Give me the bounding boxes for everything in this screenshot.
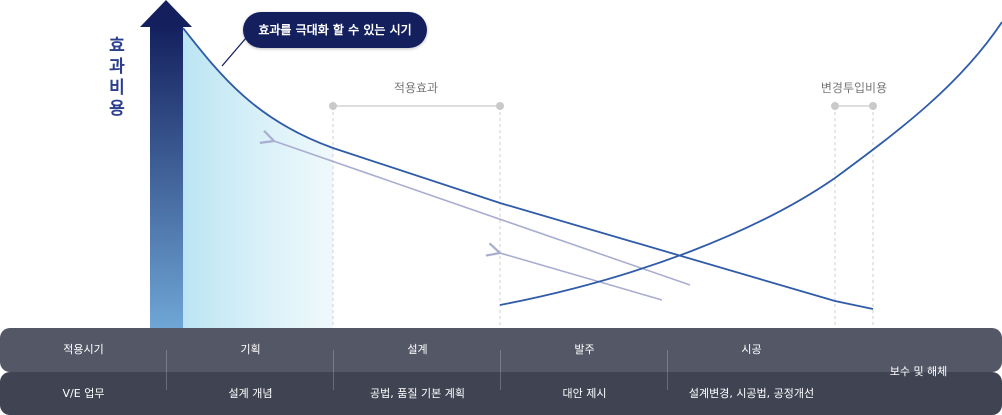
task-cell: 설계 개념 <box>228 387 273 400</box>
row2-header: V/E 업무 <box>62 387 105 400</box>
phase-cell: 시공 <box>741 343 762 356</box>
effect-arrow-head <box>140 0 192 27</box>
table-row-timing: 적용시기 기획 설계 발주 시공 <box>0 328 1002 372</box>
phase-cell: 발주 <box>574 343 595 356</box>
table-divider <box>333 350 334 390</box>
guide-arrow-long <box>274 141 691 286</box>
table-divider <box>667 350 668 390</box>
effect-arrow-shaft <box>150 26 183 328</box>
task-cell: 설계변경, 시공법, 공정개선 <box>688 387 815 400</box>
change-cost-band-start <box>831 102 839 110</box>
y-axis-title: 효과비용 <box>109 36 125 119</box>
task-cell: 대안 제시 <box>562 387 607 400</box>
apply-effect-label: 적용효과 <box>393 81 439 95</box>
phase-cell: 기획 <box>240 343 261 356</box>
effect-maximize-area <box>183 28 333 328</box>
task-cell: 공법, 품질 기본 계획 <box>370 387 465 400</box>
change-cost-band-end <box>869 102 877 110</box>
row1-header: 적용시기 <box>63 343 104 356</box>
cost-curve <box>499 21 1002 306</box>
table-divider <box>500 350 501 390</box>
table-row-tasks: V/E 업무 설계 개념 공법, 품질 기본 계획 대안 제시 설계변경, 시공… <box>0 372 1002 415</box>
callout-pointer <box>221 37 247 67</box>
maximize-callout: 효과를 극대화 할 수 있는 시기 <box>243 12 427 48</box>
apply-effect-band-end <box>496 102 504 110</box>
phase-cell: 설계 <box>407 343 428 356</box>
phase-table: 적용시기 기획 설계 발주 시공 V/E 업무 설계 개념 공법, 품질 기본 … <box>0 328 1002 415</box>
table-divider <box>166 350 167 390</box>
maintenance-cell: 보수 및 해체 <box>889 365 948 378</box>
guide-arrow-short <box>500 253 663 301</box>
apply-effect-band-start <box>329 102 337 110</box>
change-cost-label: 변경투입비용 <box>820 81 888 95</box>
effect-curve <box>182 27 874 310</box>
